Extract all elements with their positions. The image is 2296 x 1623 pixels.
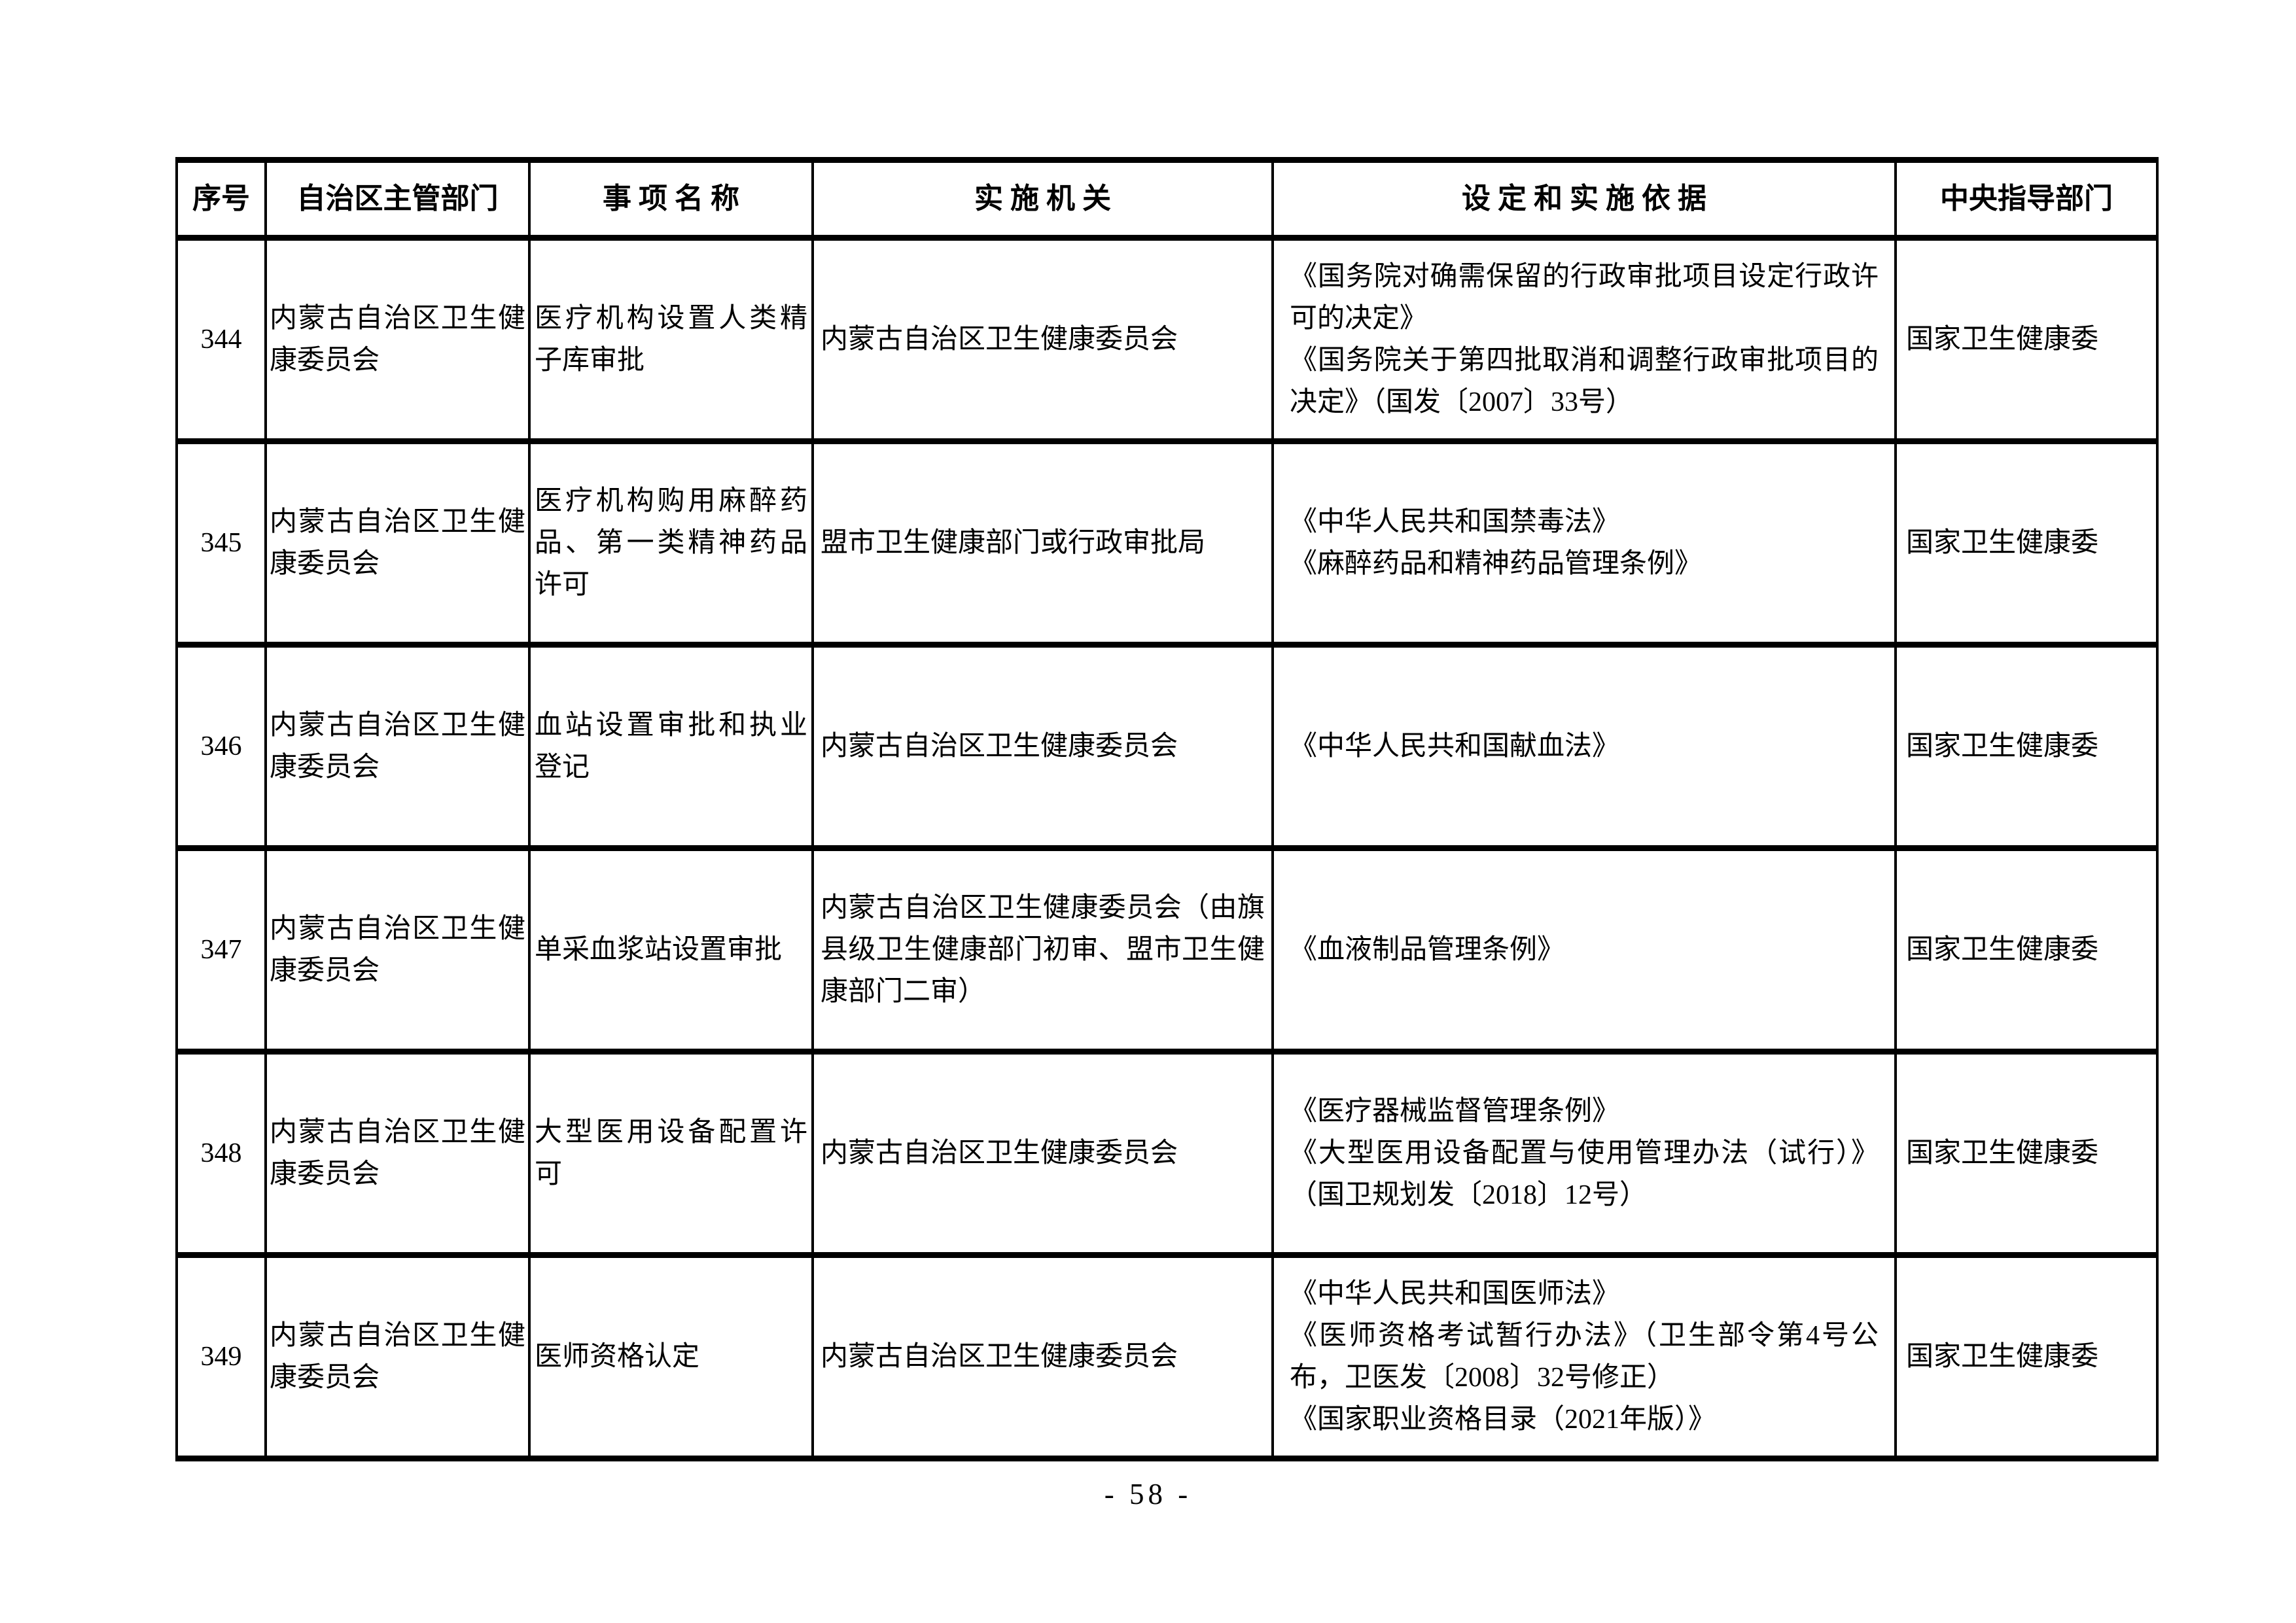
cell-text: 国家卫生健康委 [1906,1342,2099,1372]
cell-region-department: 内蒙古自治区卫生健康委员会 [267,1258,528,1456]
cell-legal-basis: 《中华人民共和国禁毒法》 《麻醉药品和精神药品管理条例》 [1274,444,1894,642]
basis-line: 《医疗器械监督管理条例》 [1290,1096,1620,1126]
header-col-item-name: 事 项 名 称 [531,163,811,235]
cell-item-name: 血站设置审批和执业登记 [531,648,811,845]
cell-legal-basis: 《中华人民共和国献血法》 [1274,648,1894,845]
basis-line: 《血液制品管理条例》 [1290,935,1565,965]
cell-central-guiding-department: 国家卫生健康委 [1897,851,2156,1049]
cell-item-name: 单采血浆站设置审批 [531,851,811,1049]
header-col-index: 序号 [178,163,264,235]
cell-central-guiding-department: 国家卫生健康委 [1897,241,2156,438]
cell-legal-basis: 《血液制品管理条例》 [1274,851,1894,1049]
cell-implementing-agency: 内蒙古自治区卫生健康委员会 [814,1055,1271,1252]
cell-region-department: 内蒙古自治区卫生健康委员会 [267,241,528,438]
cell-text: 内蒙古自治区卫生健康委员会 [821,1138,1178,1168]
cell-central-guiding-department: 国家卫生健康委 [1897,648,2156,845]
cell-legal-basis: 《国务院对确需保留的行政审批项目设定行政许可的决定》 《国务院关于第四批取消和调… [1274,241,1894,438]
cell-legal-basis: 《中华人民共和国医师法》 《医师资格考试暂行办法》（卫生部令第4号公布，卫医发〔… [1274,1258,1894,1456]
header-col-region-department: 自治区主管部门 [267,163,528,235]
cell-implementing-agency: 内蒙古自治区卫生健康委员会 [814,648,1271,845]
basis-line: 《国家职业资格目录（2021年版）》 [1290,1405,1716,1435]
page-number: - 58 - [1104,1478,1192,1510]
cell-item-name: 医疗机构设置人类精子库审批 [531,241,811,438]
cell-region-department: 内蒙古自治区卫生健康委员会 [267,1055,528,1252]
row-number: 349 [178,1258,264,1456]
cell-text: 内蒙古自治区卫生健康委员会 [821,731,1178,761]
header-col-central-guiding-department: 中央指导部门 [1897,163,2156,235]
cell-text: 内蒙古自治区卫生健康委员会 [270,304,525,375]
cell-legal-basis: 《医疗器械监督管理条例》 《大型医用设备配置与使用管理办法（试行）》（国卫规划发… [1274,1055,1894,1252]
cell-region-department: 内蒙古自治区卫生健康委员会 [267,851,528,1049]
cell-text: 国家卫生健康委 [1906,1138,2099,1168]
cell-central-guiding-department: 国家卫生健康委 [1897,1258,2156,1456]
cell-text: 内蒙古自治区卫生健康委员会 [270,1117,525,1189]
basis-line: 《医师资格考试暂行办法》（卫生部令第4号公布，卫医发〔2008〕32号修正） [1290,1321,1879,1393]
cell-text: 盟市卫生健康部门或行政审批局 [821,528,1206,558]
cell-text: 国家卫生健康委 [1906,935,2099,965]
basis-line: 《大型医用设备配置与使用管理办法（试行）》（国卫规划发〔2018〕12号） [1290,1138,1879,1210]
basis-line: 《国务院关于第四批取消和调整行政审批项目的决定》（国发〔2007〕33号） [1290,345,1879,417]
cell-text: 大型医用设备配置许可 [535,1117,807,1189]
approval-items-table: 序号 自治区主管部门 事 项 名 称 实 施 机 关 设 定 和 实 施 依 据… [175,157,2159,1461]
cell-text: 内蒙古自治区卫生健康委员会 [270,507,525,579]
cell-implementing-agency: 盟市卫生健康部门或行政审批局 [814,444,1271,642]
cell-text: 医疗机构购用麻醉药品、第一类精神药品许可 [535,486,807,600]
cell-text: 内蒙古自治区卫生健康委员会 [270,710,525,782]
cell-text: 国家卫生健康委 [1906,528,2099,558]
row-number: 346 [178,648,264,845]
cell-region-department: 内蒙古自治区卫生健康委员会 [267,444,528,642]
header-col-legal-basis: 设 定 和 实 施 依 据 [1274,163,1894,235]
basis-line: 《中华人民共和国禁毒法》 [1290,507,1620,537]
cell-item-name: 大型医用设备配置许可 [531,1055,811,1252]
basis-line: 《国务院对确需保留的行政审批项目设定行政许可的决定》 [1290,262,1879,334]
cell-text: 医疗机构设置人类精子库审批 [535,304,807,375]
cell-implementing-agency: 内蒙古自治区卫生健康委员会（由旗县级卫生健康部门初审、盟市卫生健康部门二审） [814,851,1271,1049]
cell-text: 内蒙古自治区卫生健康委员会 [270,1321,525,1393]
cell-text: 医师资格认定 [535,1342,700,1372]
cell-implementing-agency: 内蒙古自治区卫生健康委员会 [814,1258,1271,1456]
row-number: 345 [178,444,264,642]
cell-text: 国家卫生健康委 [1906,731,2099,761]
cell-text: 内蒙古自治区卫生健康委员会 [821,1342,1178,1372]
cell-text: 内蒙古自治区卫生健康委员会 [270,914,525,986]
basis-line: 《中华人民共和国献血法》 [1290,731,1620,761]
row-number: 347 [178,851,264,1049]
cell-text: 内蒙古自治区卫生健康委员会 [821,324,1178,355]
cell-region-department: 内蒙古自治区卫生健康委员会 [267,648,528,845]
row-number: 348 [178,1055,264,1252]
row-number: 344 [178,241,264,438]
cell-central-guiding-department: 国家卫生健康委 [1897,1055,2156,1252]
cell-implementing-agency: 内蒙古自治区卫生健康委员会 [814,241,1271,438]
header-col-implementing-agency: 实 施 机 关 [814,163,1271,235]
cell-text: 国家卫生健康委 [1906,324,2099,355]
cell-item-name: 医师资格认定 [531,1258,811,1456]
cell-text: 内蒙古自治区卫生健康委员会（由旗县级卫生健康部门初审、盟市卫生健康部门二审） [821,893,1265,1007]
basis-line: 《麻醉药品和精神药品管理条例》 [1290,549,1703,579]
cell-text: 血站设置审批和执业登记 [535,710,807,782]
cell-text: 单采血浆站设置审批 [535,935,783,965]
basis-line: 《中华人民共和国医师法》 [1290,1279,1620,1309]
cell-central-guiding-department: 国家卫生健康委 [1897,444,2156,642]
cell-item-name: 医疗机构购用麻醉药品、第一类精神药品许可 [531,444,811,642]
